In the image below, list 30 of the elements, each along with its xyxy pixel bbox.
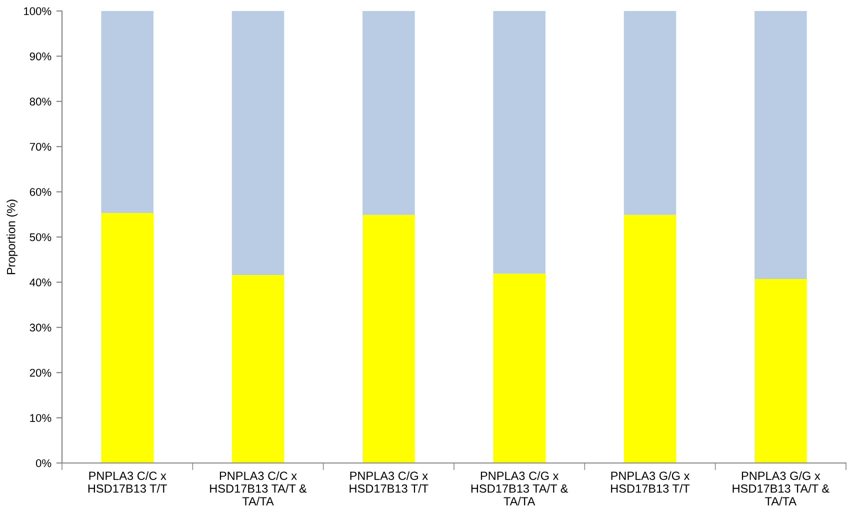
y-tick-label: 40%: [30, 278, 52, 286]
x-tick-label: PNPLA3 C/C x HSD17B13 TA/T & TA/TA: [210, 471, 307, 506]
y-axis-title: Proportion (%): [6, 200, 18, 274]
bar: [362, 214, 415, 463]
x-tick-label: PNPLA3 C/C x HSD17B13 T/T: [88, 471, 167, 493]
y-tick-label: 30%: [30, 324, 52, 332]
bar: [232, 11, 284, 275]
bar: [232, 274, 284, 463]
bar: [493, 11, 546, 274]
y-tick-label: 50%: [30, 233, 52, 242]
x-tick-label: PNPLA3 G/G x HSD17B13 T/T: [611, 471, 690, 493]
bar: [624, 11, 676, 215]
bar: [624, 214, 676, 463]
bar: [101, 11, 154, 214]
y-tick-label: 100%: [24, 7, 52, 16]
bar: [754, 279, 807, 463]
y-tick-label: 10%: [30, 414, 52, 422]
y-tick-label: 20%: [30, 368, 52, 377]
x-tick-label: PNPLA3 C/G x HSD17B13 T/T: [350, 471, 428, 493]
bar: [493, 274, 546, 463]
y-tick-label: 70%: [30, 142, 52, 151]
x-tick-label: PNPLA3 C/G x HSD17B13 TA/T & TA/TA: [471, 471, 568, 506]
x-tick-label: PNPLA3 G/G x HSD17B13 TA/T & TA/TA: [732, 471, 830, 506]
bar: [754, 11, 807, 280]
bar: [101, 213, 154, 463]
bar: [362, 11, 415, 215]
y-tick-label: 60%: [30, 188, 52, 196]
y-tick-label: 80%: [30, 98, 52, 106]
y-tick-label: 0%: [36, 459, 52, 468]
y-tick-label: 90%: [30, 52, 52, 60]
